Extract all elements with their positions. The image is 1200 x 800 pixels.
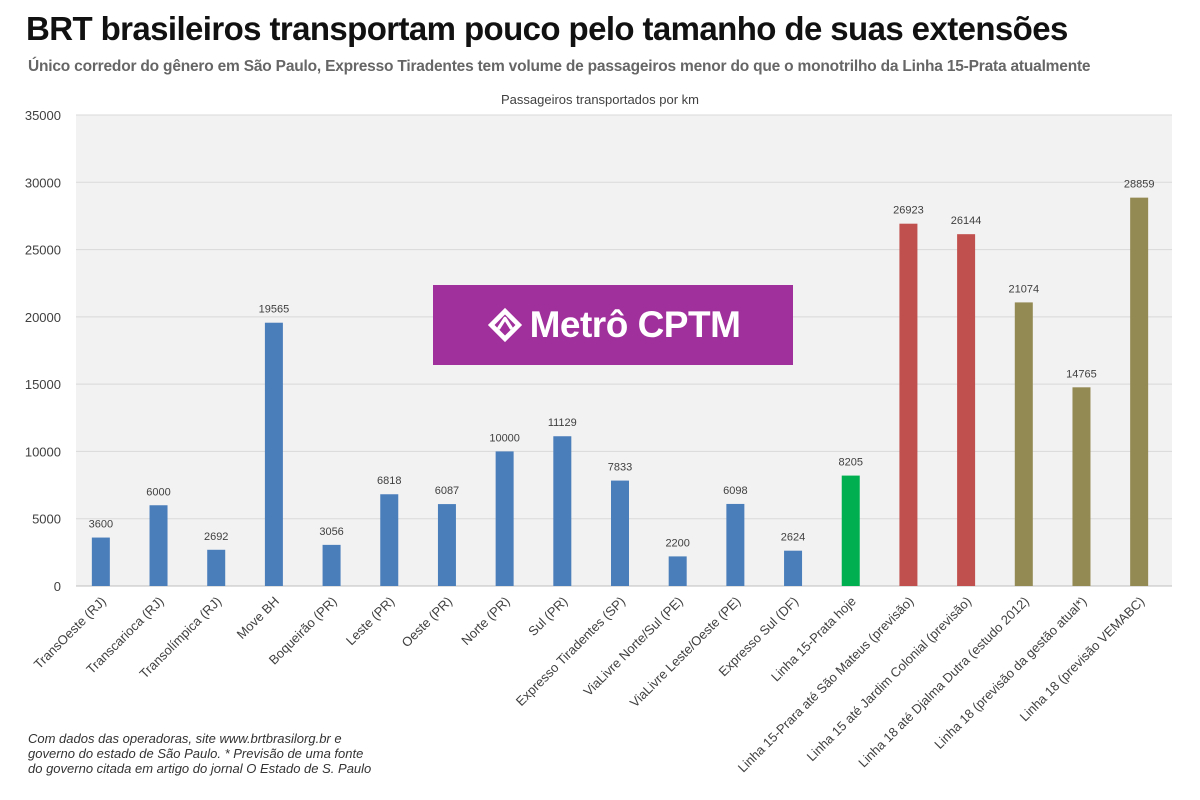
data-label: 6818 [377,475,401,487]
data-label: 6087 [435,485,459,497]
source-line: Com dados das operadoras, site www.brtbr… [28,731,342,746]
bar [1014,302,1033,586]
y-tick-label: 25000 [25,243,61,258]
x-tick-label: Norte (PR) [458,594,513,649]
data-label: 19565 [259,304,290,316]
chart-inner-title: Passageiros transportados por km [501,92,699,107]
data-label: 3056 [319,526,343,538]
bar [380,494,399,586]
chart-title: BRT brasileiros transportam pouco pelo t… [26,10,1068,47]
x-tick-label: Linha 18 (previsão VEMABC) [1017,594,1148,725]
x-tick-label: Leste (PR) [343,594,398,649]
x-tick-label: Move BH [234,594,282,642]
y-tick-label: 30000 [25,175,61,190]
data-label: 2200 [665,537,689,549]
x-tick-label: Sul (PR) [525,594,570,639]
data-label: 21074 [1008,283,1039,295]
bar [437,504,456,586]
data-label: 6000 [146,486,170,498]
x-tick-label: ViaLivre Leste/Oeste (PE) [627,594,744,711]
bar [91,537,110,586]
y-tick-label: 0 [54,579,61,594]
logo-text: Metrô CPTM [529,304,741,345]
y-tick-label: 20000 [25,310,61,325]
bar [495,451,514,586]
bar [149,505,168,586]
bar [726,503,745,586]
data-label: 10000 [489,432,520,444]
source-line: governo do estado de São Paulo. * Previs… [28,746,364,761]
data-label: 7833 [608,462,632,474]
data-label: 8205 [838,457,862,469]
data-label: 26923 [893,205,924,217]
x-tick-label: Oeste (PR) [398,594,455,651]
bar [899,223,918,586]
data-label: 28859 [1124,179,1155,191]
bar [784,550,803,586]
bar [957,234,976,586]
bar [611,480,629,586]
bar [1072,387,1091,586]
y-tick-label: 15000 [25,377,61,392]
data-label: 11129 [548,417,577,429]
bar [207,549,226,586]
metro-cptm-logo: Metrô CPTM [433,285,793,365]
bar [322,544,341,586]
y-tick-label: 10000 [25,444,61,459]
data-label: 2624 [781,532,805,544]
metro-logo-icon [487,307,522,343]
bar [264,322,283,586]
y-tick-label: 5000 [32,512,61,527]
data-label: 3600 [89,519,113,531]
source-line: do governo citada em artigo do jornal O … [28,761,372,776]
data-label: 26144 [951,215,982,227]
x-tick-label: Expresso Tiradentes (SP) [513,594,628,709]
chart-subtitle: Único corredor do gênero em São Paulo, E… [28,58,1091,75]
bar [668,556,687,586]
bar [553,436,572,586]
x-tick-label: ViaLivre Norte/Sul (PE) [580,594,685,699]
bar [1130,197,1149,586]
source-note: Com dados das operadoras, site www.brtbr… [28,731,428,776]
data-label: 2692 [204,531,228,543]
bar [841,475,860,586]
data-label: 14765 [1066,368,1097,380]
data-label: 6098 [723,485,747,497]
y-tick-label: 35000 [25,108,61,123]
